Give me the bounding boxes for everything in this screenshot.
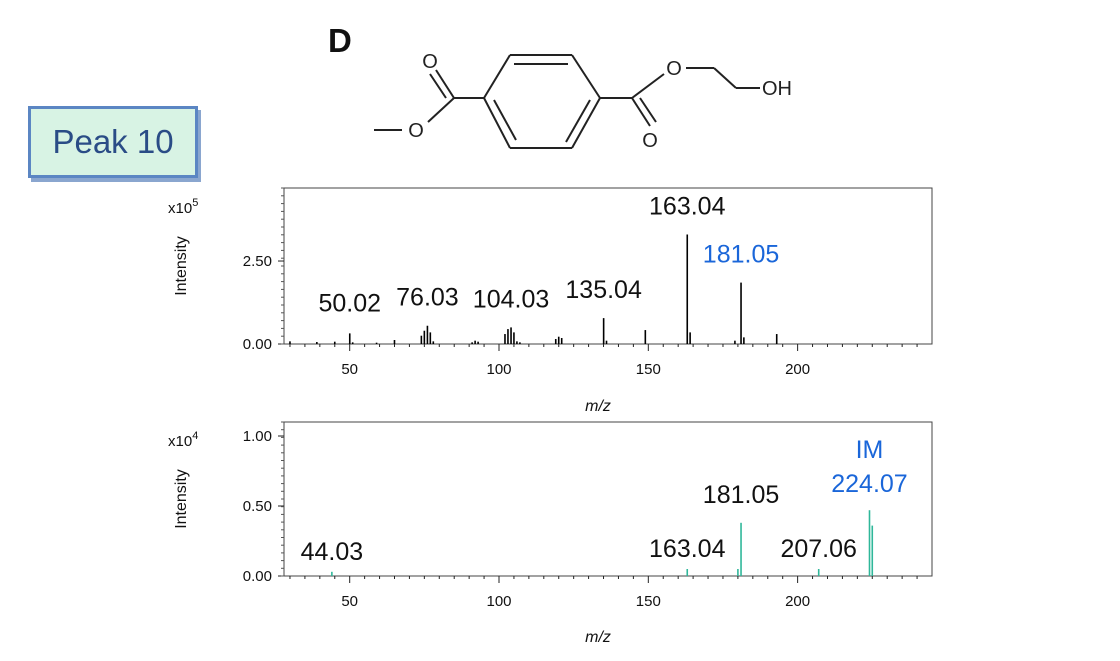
chart2-scale-label: x104	[168, 430, 198, 450]
chart1-peak-label: 104.03	[473, 285, 549, 313]
chart2-peak-label: 207.06	[780, 535, 856, 563]
chart1-scale-exponent: 5	[192, 197, 198, 209]
chart1-x-tick-label: 50	[341, 361, 358, 378]
chart2-scale-exponent: 4	[192, 430, 198, 442]
panel-letter: D	[328, 22, 352, 59]
mol-hydroxyl: OH	[762, 78, 792, 100]
chart2-x-axis-title: m/z	[585, 629, 611, 646]
chart2-y-tick-label: 0.50	[243, 498, 272, 515]
chart2-x-tick-label: 100	[486, 593, 511, 610]
chart1-y-tick-label: 0.00	[243, 336, 272, 353]
peak-label-box: Peak 10	[28, 106, 198, 178]
chart2-x-tick-label: 150	[636, 593, 661, 610]
molecule-structure: O O O O OH	[374, 51, 792, 152]
chart2-y-tick-label: 1.00	[243, 428, 272, 445]
chart2-x-tick-label: 50	[341, 593, 358, 610]
chart2-peak-label: 224.07	[831, 470, 907, 498]
chart1-x-tick-label: 100	[486, 361, 511, 378]
peak-label: Peak 10	[52, 123, 174, 160]
chart2-y-tick-label: 0.00	[243, 568, 272, 585]
chart1-y-axis-title: Intensity	[173, 236, 190, 296]
chart1-peak-label: 163.04	[649, 192, 726, 220]
chart1-x-axis-title: m/z	[585, 398, 611, 415]
chart1-peak-label: 76.03	[396, 284, 459, 312]
chart1-peak-label: 181.05	[703, 241, 779, 269]
chart1-x-tick-label: 150	[636, 361, 661, 378]
chart2-x-tick-label: 200	[785, 593, 810, 610]
chart1-peak-label: 50.02	[318, 289, 381, 317]
mol-ester-left-O: O	[408, 120, 424, 142]
chart1-x-tick-label: 200	[785, 361, 810, 378]
chart1-y-tick-label: 2.50	[243, 253, 272, 270]
chart1-scale-label: x105	[168, 197, 198, 217]
chart1-peak-label: 135.04	[565, 276, 642, 304]
chart2-peak-label: 163.04	[649, 535, 726, 563]
chart2-y-axis-title: Intensity	[173, 469, 190, 529]
mol-carbonyl-left-O: O	[422, 51, 438, 73]
mol-ester-right-O: O	[666, 58, 682, 80]
chart2-peak-label: IM	[856, 436, 884, 464]
chart2-peak-label: 44.03	[301, 538, 364, 566]
mol-carbonyl-right-O: O	[642, 130, 658, 152]
chart2-peak-label: 181.05	[703, 481, 779, 509]
